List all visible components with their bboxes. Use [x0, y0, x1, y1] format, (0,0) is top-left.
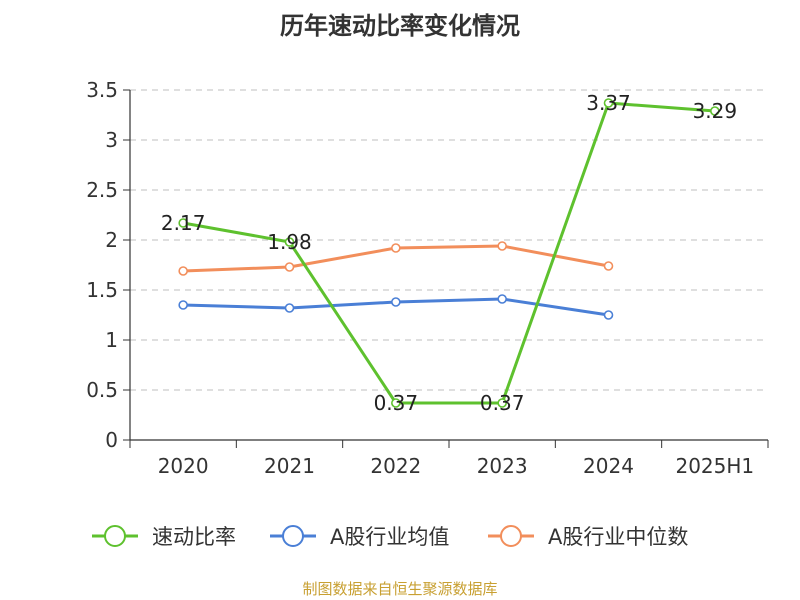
data-point	[497, 294, 507, 304]
x-tick-label: 2021	[264, 454, 315, 478]
data-label: 2.17	[161, 211, 206, 235]
x-tick-label: 2024	[583, 454, 634, 478]
y-tick-label: 1.5	[86, 278, 118, 302]
chart-title: 历年速动比率变化情况	[280, 12, 520, 40]
legend: 速动比率 A股行业均值 A股行业中位数	[92, 525, 688, 549]
data-point	[284, 262, 295, 272]
legend-label: A股行业中位数	[548, 525, 688, 549]
axes	[129, 90, 768, 441]
data-point	[284, 303, 295, 313]
data-point	[178, 266, 188, 276]
x-tick-label: 2022	[370, 454, 421, 478]
series-line-0	[182, 101, 715, 405]
data-label: 3.29	[693, 99, 738, 123]
y-tick-label: 3.5	[86, 78, 118, 102]
data-label: 0.37	[374, 391, 419, 415]
data-point	[178, 218, 188, 228]
x-tick-label: 2023	[477, 454, 528, 478]
data-labels: 2.17 1.98 0.37 0.37 3.37 3.29	[161, 91, 737, 415]
y-tick-label: 0	[105, 428, 118, 452]
data-point	[603, 310, 614, 320]
x-tick-label: 2020	[158, 454, 209, 478]
grid-lines	[130, 89, 768, 391]
legend-marker	[282, 525, 304, 547]
data-point	[497, 241, 507, 251]
legend-label: 速动比率	[152, 525, 236, 549]
y-tick-label: 2	[105, 228, 118, 252]
data-label: 3.37	[586, 91, 631, 115]
data-point	[710, 106, 720, 116]
y-tick-label: 2.5	[86, 178, 118, 202]
y-tick-label: 1	[105, 328, 118, 352]
data-point	[603, 261, 614, 271]
legend-marker	[104, 525, 126, 547]
data-label: 0.37	[480, 391, 525, 415]
data-point	[391, 243, 401, 253]
legend-label: A股行业均值	[330, 525, 449, 549]
x-tick-label: 2025H1	[675, 454, 754, 478]
legend-marker	[500, 525, 522, 547]
y-axis-ticks: 0 0.5 1 1.5 2 2.5 3 3.5	[86, 78, 130, 452]
y-tick-label: 3	[105, 128, 118, 152]
y-tick-label: 0.5	[86, 378, 118, 402]
data-point	[497, 398, 507, 408]
source-note: 制图数据来自恒生聚源数据库	[302, 580, 498, 598]
data-point	[284, 237, 295, 247]
x-axis-ticks: 2020 2021 2022 2023 2024 2025H1	[129, 440, 769, 478]
data-label: 1.98	[267, 230, 312, 254]
data-point	[603, 98, 614, 108]
series-group	[178, 98, 720, 408]
data-point	[178, 300, 188, 310]
data-point	[391, 398, 401, 408]
data-point	[391, 297, 401, 307]
